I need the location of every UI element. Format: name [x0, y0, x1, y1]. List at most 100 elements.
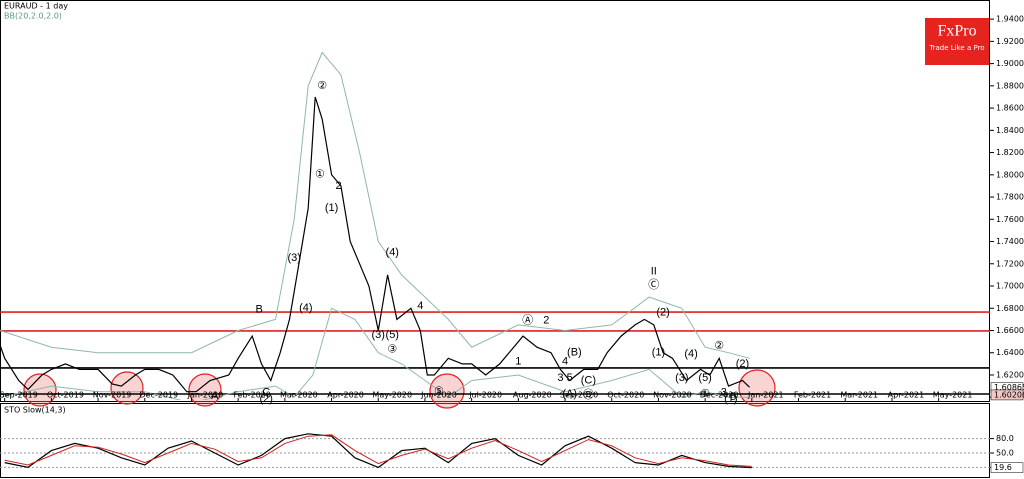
wave-label: II — [651, 265, 657, 277]
y-tick-label: 1.64000 — [996, 348, 1024, 357]
circle — [23, 373, 57, 407]
y-tick-label: 1.74000 — [996, 237, 1024, 246]
wave-label: 2 — [335, 180, 341, 192]
wave-label: 5 — [730, 391, 736, 403]
wave-label: (4) — [386, 247, 399, 259]
y-tick-label: 1.82000 — [996, 148, 1024, 157]
x-tick-label: Jun-2020 — [420, 391, 457, 400]
wave-label: A — [211, 390, 219, 402]
wave-label: 4 — [562, 356, 568, 368]
y-tick-label: 1.68000 — [996, 304, 1024, 313]
y-tick-label: 1.76000 — [996, 215, 1024, 224]
series-line — [4, 433, 752, 469]
series-line — [0, 307, 750, 400]
x-tick-label: Nov-2019 — [93, 391, 132, 400]
y-tick-label: 1.86000 — [996, 104, 1024, 113]
stoch-frame — [0, 403, 990, 478]
wave-label: (B) — [567, 347, 582, 359]
wave-label: (4) — [299, 302, 312, 314]
wave-label: (3) — [675, 372, 688, 384]
price-marker — [990, 389, 1024, 401]
y-tick-label: 80.0 — [996, 434, 1014, 443]
wave-label: Ⓒ — [648, 278, 659, 291]
x-tick-label: Mar-2021 — [840, 391, 878, 400]
price-marker — [990, 462, 1024, 473]
x-tick-label: Jan-2020 — [187, 391, 224, 400]
wave-label: (1) — [652, 347, 665, 359]
x-tick-label: Sep-2020 — [560, 391, 598, 400]
plot-area — [0, 51, 990, 400]
wave-label: ① — [315, 169, 325, 181]
price-marker-label: 1.60206 — [994, 390, 1024, 399]
x-tick-label: Apr-2020 — [327, 391, 364, 400]
wave-label: ⑤ — [434, 386, 444, 398]
price-marker-label: 1.60865 — [994, 383, 1024, 392]
x-tick-label: Dec-2020 — [700, 391, 739, 400]
y-tick-label: 1.66000 — [996, 326, 1024, 335]
x-tick-label: Mar-2020 — [280, 391, 318, 400]
circle — [110, 371, 144, 405]
wave-label: ② — [714, 340, 724, 352]
x-tick-label: Apr-2021 — [888, 391, 925, 400]
wave-label: (2) — [259, 393, 272, 405]
wave-label: 1 — [515, 356, 521, 368]
chart-subtitle: BB(20,2.0,2.0) — [4, 12, 62, 21]
y-tick-label: 1.84000 — [996, 126, 1024, 135]
wave-label: (3) — [372, 329, 385, 341]
y-tick-label: 1.94000 — [996, 15, 1024, 24]
wave-label: 3 — [557, 372, 563, 384]
wave-label: (1) — [724, 393, 737, 405]
plot-area — [0, 433, 990, 469]
y-tick-label: 1.92000 — [996, 37, 1024, 46]
y-tick-label: 50.0 — [996, 449, 1014, 458]
series-line — [0, 51, 750, 359]
x-tick-label: May-2020 — [372, 391, 412, 400]
wave-label: (3) — [287, 252, 300, 264]
logo-tagline: Trade Like a Pro — [928, 44, 984, 52]
logo-box — [925, 18, 989, 65]
circle — [429, 373, 465, 409]
wave-label: (5) — [386, 329, 399, 341]
wave-label: (2) — [656, 307, 669, 319]
wave-label: 5 — [567, 372, 573, 384]
x-tick-label: Feb-2021 — [794, 391, 831, 400]
wave-label: B — [256, 303, 263, 315]
wave-label: (5) — [698, 372, 711, 384]
x-tick-label: Nov-2020 — [653, 391, 692, 400]
wave-label: 2 — [543, 314, 549, 326]
wave-label: ② — [317, 80, 327, 92]
price-marker-label: 19.6 — [994, 463, 1012, 472]
y-tick-label: 1.70000 — [996, 282, 1024, 291]
wave-label: (1) — [325, 202, 338, 214]
x-tick-label: Oct-2019 — [47, 391, 84, 400]
wave-label: Ⓐ — [522, 313, 533, 326]
logo-name: FxPro — [937, 23, 976, 40]
wave-label: (4) — [684, 348, 697, 360]
plot-layer: 1.600001.620001.640001.660001.680001.700… — [0, 15, 1024, 473]
wave-label: (2) — [736, 358, 749, 370]
wave-label: 3 — [721, 387, 727, 399]
wave-label: ③ — [387, 343, 397, 355]
chart-title: EURAUD - 1 day — [4, 2, 68, 11]
wave-label: (C) — [581, 374, 596, 386]
x-tick-label: Aug-2020 — [513, 391, 552, 400]
y-tick-label: 1.78000 — [996, 193, 1024, 202]
circle — [738, 369, 776, 407]
wave-label: (A) — [562, 388, 577, 400]
x-tick-label: Dec-2019 — [139, 391, 178, 400]
wave-label: Ⓑ — [583, 388, 594, 401]
x-tick-label: Oct-2020 — [607, 391, 644, 400]
y-tick-label: 1.88000 — [996, 81, 1024, 90]
y-tick-label: 1.80000 — [996, 170, 1024, 179]
wave-label: C — [262, 387, 270, 399]
x-tick-label: Jul-2020 — [468, 391, 502, 400]
wave-label: ① — [700, 388, 710, 400]
x-tick-label: Sep-2019 — [0, 391, 38, 400]
x-tick-label: May-2021 — [933, 391, 973, 400]
y-tick-label: 1.90000 — [996, 59, 1024, 68]
x-tick-label: Jan-2021 — [747, 391, 784, 400]
main-frame — [0, 0, 990, 402]
x-tick-label: Feb-2020 — [233, 391, 270, 400]
